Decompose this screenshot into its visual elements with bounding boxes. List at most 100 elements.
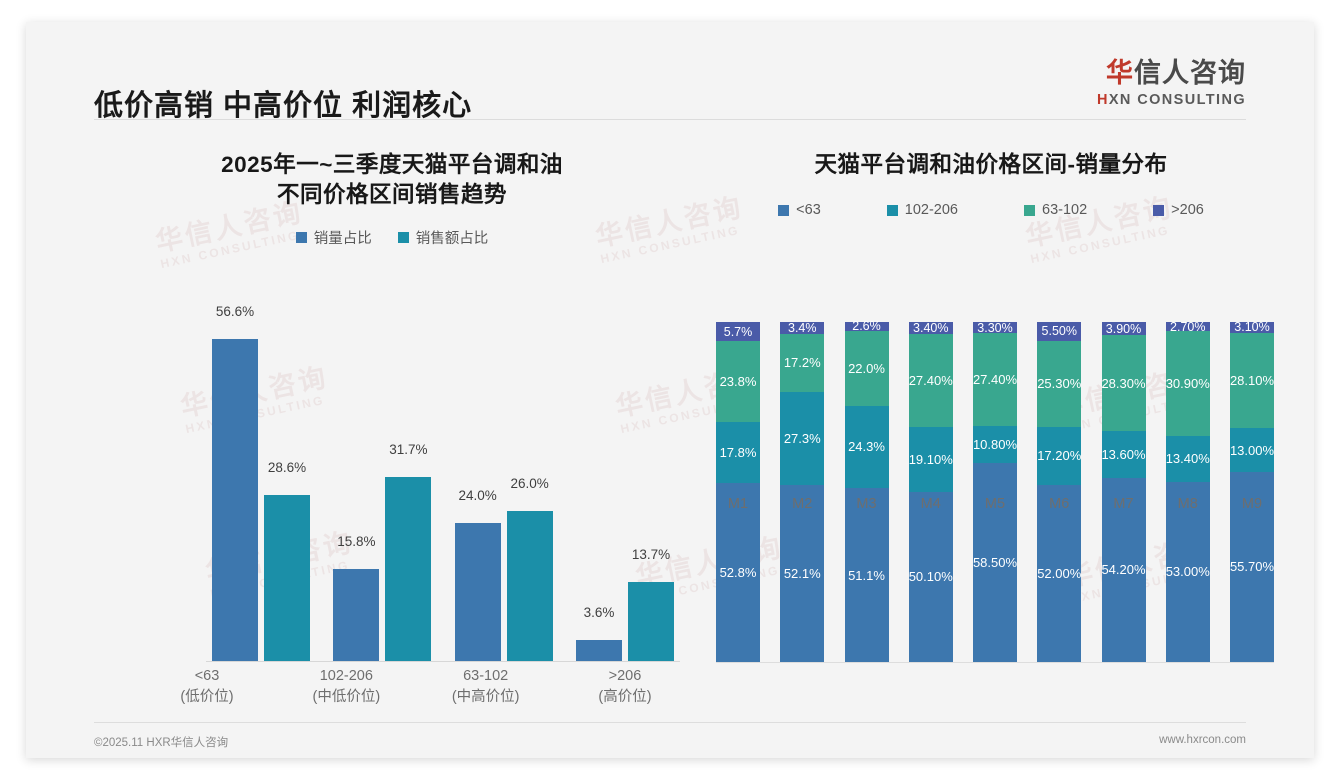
x-axis-label: M2 <box>792 496 813 512</box>
segment-63-102[interactable]: 23.8% <box>716 341 760 423</box>
bar-volume[interactable] <box>333 569 380 661</box>
segment-value-label: 3.30% <box>977 320 1013 335</box>
bar-amount[interactable] <box>264 495 310 661</box>
segment-value-label: 28.30% <box>1101 375 1146 391</box>
segment-over-206[interactable]: 2.70% <box>1165 319 1210 334</box>
bar-wrap: 15.8% <box>333 300 380 661</box>
segment-102-206[interactable]: 24.3% <box>844 405 889 489</box>
bar-wrap: 13.7% <box>627 300 674 661</box>
segment-value-label: 19.10% <box>908 451 953 467</box>
left-chart-title-line2: 不同价格区间销售趋势 <box>276 182 507 208</box>
segment-63-102[interactable]: 28.10% <box>1230 332 1274 429</box>
x-axis-label-range: >206 <box>608 668 642 684</box>
segment-over-206[interactable]: 5.7% <box>716 322 760 342</box>
logo-english-rest: XN CONSULTING <box>1108 92 1246 108</box>
segment-63-102[interactable]: 25.30% <box>1037 340 1082 427</box>
segment-under-63[interactable]: 50.10% <box>909 491 953 662</box>
legend-item-63-102[interactable]: 63-102 <box>1024 202 1087 218</box>
x-axis-label: M8 <box>1177 496 1198 512</box>
x-axis-label-range: <63 <box>194 668 220 684</box>
legend-label: 102-206 <box>904 202 958 219</box>
segment-value-label: 3.40% <box>913 320 949 335</box>
segment-over-206[interactable]: 5.50% <box>1037 322 1082 341</box>
segment-102-206[interactable]: 10.80% <box>972 426 1018 464</box>
segment-63-102[interactable]: 30.90% <box>1166 331 1210 437</box>
left-chart-title: 2025年一~三季度天猫平台调和油 不同价格区间销售趋势 <box>92 150 692 211</box>
brand-logo: 华信人咨询 HXN CONSULTING <box>1097 60 1246 108</box>
segment-under-63[interactable]: 51.1% <box>844 488 889 662</box>
legend-item-under-63[interactable]: <63 <box>778 202 821 218</box>
segment-value-label: 5.50% <box>1041 324 1077 339</box>
stacked-column: 2.6% 22.0% 24.3% 51.1% <box>844 319 889 662</box>
segment-value-label: 2.70% <box>1170 319 1206 334</box>
logo-chinese-highlight: 华 <box>1106 58 1134 88</box>
x-axis-label-range: 102-206 <box>319 668 373 684</box>
segment-value-label: 53.00% <box>1165 564 1210 580</box>
segment-under-63[interactable]: 53.00% <box>1165 481 1210 662</box>
bar-volume[interactable] <box>454 523 501 661</box>
legend-label: 63-102 <box>1042 202 1088 219</box>
segment-value-label: 3.4% <box>788 320 817 335</box>
segment-63-102[interactable]: 17.2% <box>780 333 825 393</box>
bar-value-label: 26.0% <box>510 476 549 491</box>
legend-item-over-206[interactable]: >206 <box>1153 202 1204 218</box>
bar-volume[interactable] <box>212 339 258 661</box>
segment-value-label: 52.00% <box>1037 566 1082 582</box>
segment-under-63[interactable]: 52.8% <box>716 482 760 662</box>
segment-over-206[interactable]: 3.40% <box>908 320 953 335</box>
bar-value-label: 3.6% <box>583 605 615 620</box>
segment-under-63[interactable]: 58.50% <box>973 463 1017 662</box>
segment-value-label: 25.30% <box>1037 376 1082 392</box>
segment-over-206[interactable]: 3.90% <box>1101 322 1146 336</box>
logo-english-highlight: H <box>1096 92 1109 108</box>
segment-over-206[interactable]: 3.4% <box>780 320 825 335</box>
segment-63-102[interactable]: 22.0% <box>844 330 889 406</box>
page-title: 低价高销 中高价位 利润核心 <box>94 90 473 122</box>
x-axis-label: M5 <box>984 496 1006 512</box>
logo-english: HXN CONSULTING <box>1097 93 1246 108</box>
right-chart-x-axis-labels: M1 M2 M3 M4 M5 M6 M7 M8 M9 <box>716 496 1274 512</box>
legend-label: >206 <box>1171 202 1204 219</box>
bar-amount[interactable] <box>627 582 674 661</box>
segment-value-label: 22.0% <box>848 360 885 376</box>
bar-group: 3.6% 13.7% <box>570 300 680 661</box>
legend-swatch-icon <box>1024 204 1035 216</box>
segment-value-label: 13.60% <box>1101 447 1146 463</box>
segment-value-label: 52.8% <box>719 564 757 580</box>
segment-102-206[interactable]: 17.8% <box>716 422 760 483</box>
legend-item-102-206[interactable]: 102-206 <box>886 202 958 219</box>
segment-63-102[interactable]: 27.40% <box>973 333 1017 427</box>
segment-over-206[interactable]: 3.10% <box>1230 320 1274 334</box>
bar-wrap: 31.7% <box>385 300 432 661</box>
footer-divider <box>94 722 1246 723</box>
legend-swatch-icon <box>295 231 307 243</box>
segment-value-label: 52.1% <box>783 565 821 581</box>
x-axis-label: M3 <box>856 496 877 512</box>
bar-volume[interactable] <box>575 640 622 661</box>
segment-under-63[interactable]: 52.00% <box>1037 485 1081 662</box>
legend-item-sales-amount[interactable]: 销售额占比 <box>397 227 488 248</box>
segment-63-102[interactable]: 27.40% <box>909 333 953 427</box>
segment-under-63[interactable]: 55.70% <box>1230 472 1274 662</box>
segment-value-label: 5.7% <box>723 324 753 339</box>
right-chart-legend: <63 102-206 63-102 >206 <box>702 202 1280 218</box>
segment-value-label: 13.40% <box>1165 451 1210 467</box>
legend-swatch-icon <box>778 204 790 216</box>
bar-amount[interactable] <box>506 511 553 661</box>
segment-102-206[interactable]: 17.20% <box>1037 426 1081 486</box>
segment-value-label: 10.80% <box>972 437 1018 453</box>
segment-102-206[interactable]: 27.3% <box>780 392 825 485</box>
legend-item-sales-volume[interactable]: 销量占比 <box>295 227 372 248</box>
bar-amount[interactable] <box>385 477 432 661</box>
segment-102-206[interactable]: 19.10% <box>908 426 953 492</box>
segment-over-206[interactable]: 2.6% <box>844 319 889 333</box>
segment-63-102[interactable]: 28.30% <box>1101 335 1146 432</box>
segment-102-206[interactable]: 13.60% <box>1101 431 1146 478</box>
footer-website[interactable]: www.hxrcon.com <box>1159 734 1246 746</box>
segment-102-206[interactable]: 13.00% <box>1230 428 1274 473</box>
segment-over-206[interactable]: 3.30% <box>973 320 1017 335</box>
segment-102-206[interactable]: 13.40% <box>1166 436 1210 482</box>
segment-under-63[interactable]: 54.20% <box>1101 477 1146 662</box>
segment-under-63[interactable]: 52.1% <box>780 484 825 662</box>
segment-value-label: 17.8% <box>719 444 757 460</box>
